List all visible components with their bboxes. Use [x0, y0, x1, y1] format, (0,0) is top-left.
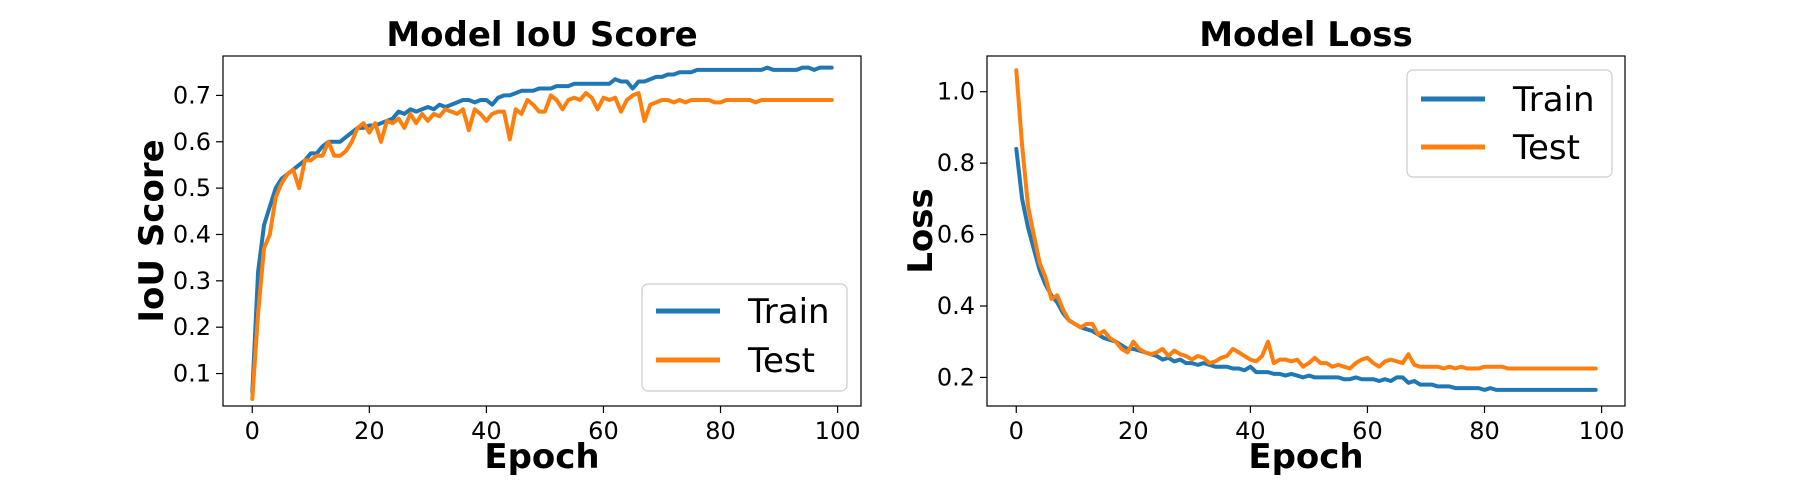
iou-legend-train-label: Train — [747, 292, 830, 332]
iou-y-tick-label: 0.6 — [173, 128, 211, 156]
iou-chart-title: Model IoU Score — [386, 15, 697, 55]
loss-y-tick-label: 0.2 — [937, 363, 975, 391]
loss-legend-train-label: Train — [1512, 80, 1595, 120]
loss-y-tick-label: 0.4 — [937, 292, 975, 320]
iou-y-tick-label: 0.1 — [173, 360, 211, 388]
iou-series-test-line — [250, 91, 834, 401]
loss-x-ticks: 0 20 40 60 80 100 — [1009, 406, 1625, 445]
loss-legend-test-label: Test — [1512, 128, 1580, 168]
loss-x-tick-label: 100 — [1579, 417, 1625, 445]
loss-chart-title: Model Loss — [1199, 15, 1413, 55]
iou-x-tick-label: 20 — [354, 417, 385, 445]
loss-x-tick-label: 0 — [1009, 417, 1024, 445]
iou-y-tick-label: 0.7 — [173, 81, 211, 109]
iou-plot-area — [250, 65, 834, 401]
loss-x-tick-label: 60 — [1352, 417, 1383, 445]
iou-y-axis-label: IoU Score — [132, 139, 172, 322]
loss-y-axis-label: Loss — [901, 188, 941, 274]
iou-x-tick-label: 0 — [245, 417, 260, 445]
loss-x-tick-label: 40 — [1235, 417, 1266, 445]
loss-legend: Train Test — [1406, 69, 1613, 178]
iou-y-tick-label: 0.2 — [173, 313, 211, 341]
iou-legend: Train Test — [641, 283, 848, 392]
loss-x-tick-label: 80 — [1469, 417, 1500, 445]
loss-axes-frame — [986, 55, 1626, 407]
iou-x-tick-label: 60 — [588, 417, 619, 445]
iou-y-tick-label: 0.5 — [173, 174, 211, 202]
loss-y-ticks: 0.2 0.4 0.6 0.8 1.0 — [937, 78, 987, 391]
iou-x-tick-label: 40 — [471, 417, 502, 445]
iou-y-ticks: 0.1 0.2 0.3 0.4 0.5 0.6 0.7 — [173, 81, 223, 388]
loss-x-tick-label: 20 — [1118, 417, 1149, 445]
iou-x-tick-label: 100 — [815, 417, 861, 445]
loss-chart: Model Loss 0 20 40 60 80 100 0.20.40.60.81.0 … — [901, 15, 1626, 477]
iou-x-ticks: 0 20 40 60 80 100 — [245, 406, 861, 445]
iou-chart: Model IoU Score 0 20 40 60 80 100 0.10.20.30.… — [132, 15, 862, 477]
loss-series-test-line — [1014, 68, 1598, 371]
iou-y-tick-label: 0.3 — [173, 267, 211, 295]
loss-plot-area — [1014, 68, 1598, 392]
iou-series-train-line — [250, 65, 834, 395]
loss-y-tick-label: 0.8 — [937, 149, 975, 177]
iou-legend-test-label: Test — [747, 341, 815, 381]
iou-x-tick-label: 80 — [705, 417, 736, 445]
loss-y-tick-label: 0.6 — [937, 221, 975, 249]
loss-y-tick-label: 1.0 — [937, 78, 975, 106]
iou-x-axis-label: Epoch — [484, 437, 599, 477]
iou-axes-frame — [222, 55, 862, 407]
iou-y-tick-label: 0.4 — [173, 220, 211, 248]
loss-series-train-line — [1014, 146, 1598, 392]
loss-x-axis-label: Epoch — [1248, 437, 1363, 477]
